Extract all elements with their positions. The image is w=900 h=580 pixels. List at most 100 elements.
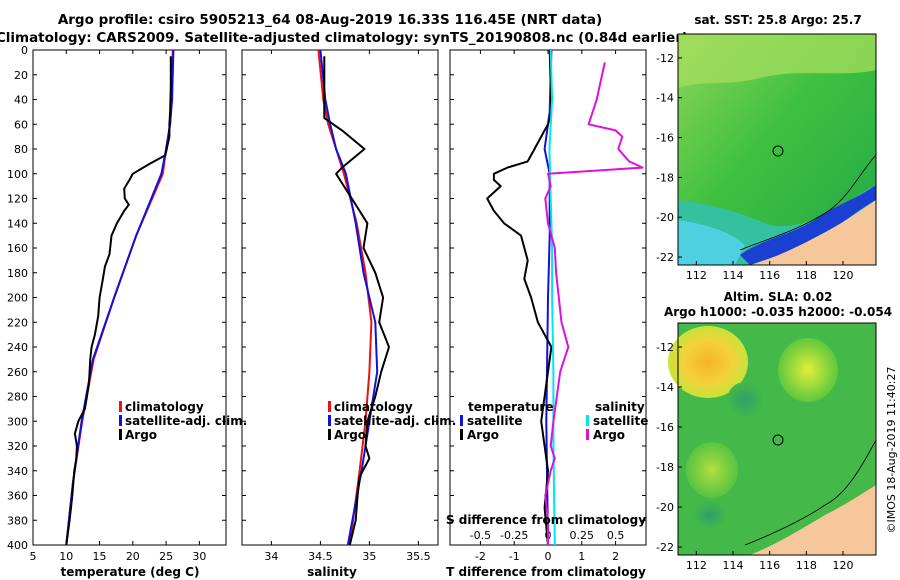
depth-tick-label: 220 — [7, 316, 28, 329]
map-y-tick-label: -14 — [656, 381, 674, 394]
x-tick-label: -1 — [509, 550, 520, 563]
legend-swatch-s-argo — [586, 429, 589, 440]
sst-isobath — [739, 154, 877, 251]
x-tick-label: 20 — [126, 550, 140, 563]
sla-map — [668, 322, 877, 556]
series-group — [65, 50, 175, 545]
sst-map-axes: 112 114 116 118 120 -12 -14 -16 -18 -20 -22 — [656, 52, 853, 282]
depth-tick-label: 400 — [7, 539, 28, 552]
depth-tick-label: 200 — [7, 292, 28, 305]
map-x-tick-label: 114 — [723, 559, 744, 572]
legend-argo: Argo — [125, 428, 157, 442]
legend-group-salinity: salinity — [595, 400, 645, 414]
depth-tick-label: 80 — [14, 143, 28, 156]
difference-legend: temperature salinity satellite Argo sate… — [460, 400, 648, 442]
x-tick-label: 35 — [362, 550, 376, 563]
map-x-tick-label: 116 — [759, 559, 780, 572]
map-y-tick-label: -22 — [656, 541, 674, 554]
legend-swatch-argo — [328, 429, 331, 440]
salinity-panel: 34 34.5 35 35.5 — [242, 49, 438, 563]
imos-watermark: ©IMOS 18-Aug-2019 11:40:27 — [885, 367, 898, 534]
map-y-tick-label: -14 — [656, 92, 674, 105]
series-group — [317, 50, 390, 545]
depth-tick-label: 140 — [7, 217, 28, 230]
depth-tick-label: 320 — [7, 440, 28, 453]
salinity-plot-frame — [241, 49, 439, 546]
temperature-plot-frame — [32, 49, 227, 546]
depth-tick-label: 40 — [14, 94, 28, 107]
depth-tick-label: 100 — [7, 168, 28, 181]
depth-tick-label: 300 — [7, 415, 28, 428]
map-y-tick-label: -18 — [656, 461, 674, 474]
legend-t-satellite: satellite — [467, 414, 522, 428]
map-y-tick-label: -12 — [656, 52, 674, 65]
sst-map — [677, 33, 877, 266]
map-x-tick-label: 120 — [833, 559, 854, 572]
legend-climatology: climatology — [334, 400, 413, 414]
legend-satellite: satellite-adj. clim. — [125, 414, 247, 428]
header-line1: Argo profile: csiro 5905213_64 08-Aug-20… — [58, 12, 602, 28]
legend-t-argo: Argo — [467, 428, 499, 442]
difference-xlabel-top: S difference from climatology — [446, 513, 646, 527]
sst-cold-band — [678, 220, 745, 265]
map-x-tick-label: 112 — [686, 269, 707, 282]
depth-tick-label: 340 — [7, 465, 28, 478]
sla-land — [750, 485, 876, 555]
sla-anomaly-southwest — [686, 442, 738, 498]
series-argo-line — [323, 56, 390, 545]
series-satellite-adj-clim--line — [65, 50, 175, 545]
sla-map-title: Altim. SLA: 0.02 — [724, 290, 833, 304]
series-climatology-line — [65, 50, 174, 545]
x-tick-label: 30 — [192, 550, 206, 563]
x-tick-label: 1 — [578, 550, 585, 563]
x-tick-label: 25 — [159, 550, 173, 563]
map-y-tick-label: -20 — [656, 501, 674, 514]
sla-argo-position-marker — [772, 434, 784, 446]
depth-tick-label: 20 — [14, 69, 28, 82]
sst-land — [750, 200, 876, 265]
sla-map-subtitle: Argo h1000: -0.035 h2000: -0.054 — [664, 305, 892, 319]
depth-tick-label: 180 — [7, 267, 28, 280]
legend-swatch-argo — [119, 429, 122, 440]
legend-climatology: climatology — [125, 400, 204, 414]
sla-isobath — [744, 439, 877, 546]
series-group — [486, 50, 644, 545]
salinity-xlabel: salinity — [307, 565, 357, 579]
sla-anomaly-east — [778, 338, 838, 402]
map-x-tick-label: 116 — [759, 269, 780, 282]
x-tick-label: -2 — [475, 550, 486, 563]
s-diff-tick-label: 0.5 — [607, 529, 625, 542]
depth-tick-label: 60 — [14, 118, 28, 131]
depth-tick-label: 280 — [7, 391, 28, 404]
x-tick-label: 15 — [93, 550, 107, 563]
header-line2: Climatology: CARS2009. Satellite-adjuste… — [0, 30, 688, 46]
depth-tick-label: 240 — [7, 341, 28, 354]
series-satellite-adj-clim--line — [319, 50, 379, 545]
series-salinity-argo-line — [544, 62, 644, 545]
x-tick-label: 0 — [545, 550, 552, 563]
x-tick-label: 5 — [30, 550, 37, 563]
difference-panel: -2 -1 0 1 2-0.5 -0.25 0 0.25 0.5 — [450, 49, 646, 563]
depth-axis: 0 20 40 60 80 100 120 140 160 180 200 220 240 260 280 3… — [7, 44, 28, 552]
legend-swatch-s-satellite — [586, 415, 589, 426]
legend-swatch-climatology — [328, 401, 331, 412]
legend-swatch-t-argo — [460, 429, 463, 440]
s-diff-tick-label: 0.25 — [570, 529, 595, 542]
legend-swatch-satellite — [119, 415, 122, 426]
depth-tick-label: 360 — [7, 490, 28, 503]
map-y-tick-label: -16 — [656, 132, 674, 145]
map-x-tick-label: 112 — [686, 559, 707, 572]
legend-argo: Argo — [334, 428, 366, 442]
map-y-tick-label: -16 — [656, 421, 674, 434]
map-x-tick-label: 114 — [723, 269, 744, 282]
sst-coastal-band — [740, 185, 876, 265]
map-x-tick-label: 118 — [796, 269, 817, 282]
series-argo-line — [65, 56, 172, 545]
legend-swatch-satellite — [328, 415, 331, 426]
sla-low-anomaly-south — [694, 501, 726, 529]
x-tick-label: 2 — [612, 550, 619, 563]
legend-satellite: satellite-adj. clim. — [334, 414, 456, 428]
map-y-tick-label: -20 — [656, 211, 674, 224]
s-diff-tick-label: -0.25 — [500, 529, 528, 542]
